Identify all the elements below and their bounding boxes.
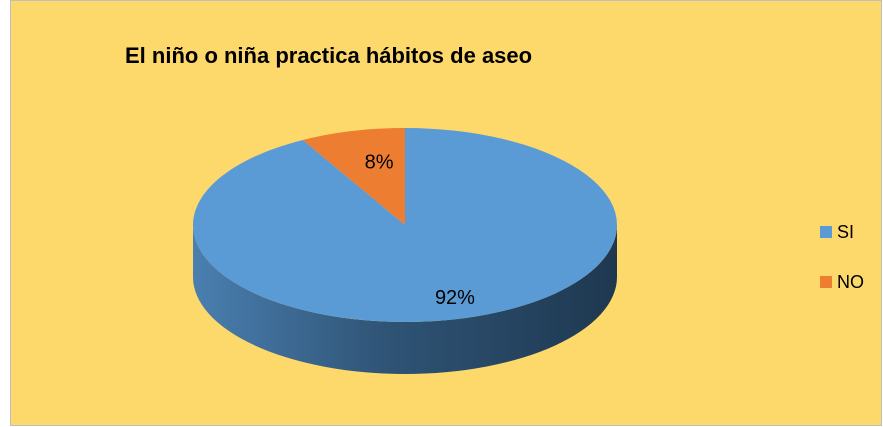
pie-slice: [302, 128, 405, 225]
legend-label: NO: [837, 272, 864, 292]
pie-side: [193, 225, 617, 374]
legend-swatch: [820, 276, 832, 288]
data-label: 8%: [365, 152, 394, 174]
pie-slice: [192, 128, 617, 322]
data-label: 92%: [435, 287, 475, 309]
chart-title: El niño o niña practica hábitos de aseo: [125, 43, 532, 68]
legend-swatch: [820, 226, 832, 238]
legend-label: SI: [837, 222, 854, 242]
